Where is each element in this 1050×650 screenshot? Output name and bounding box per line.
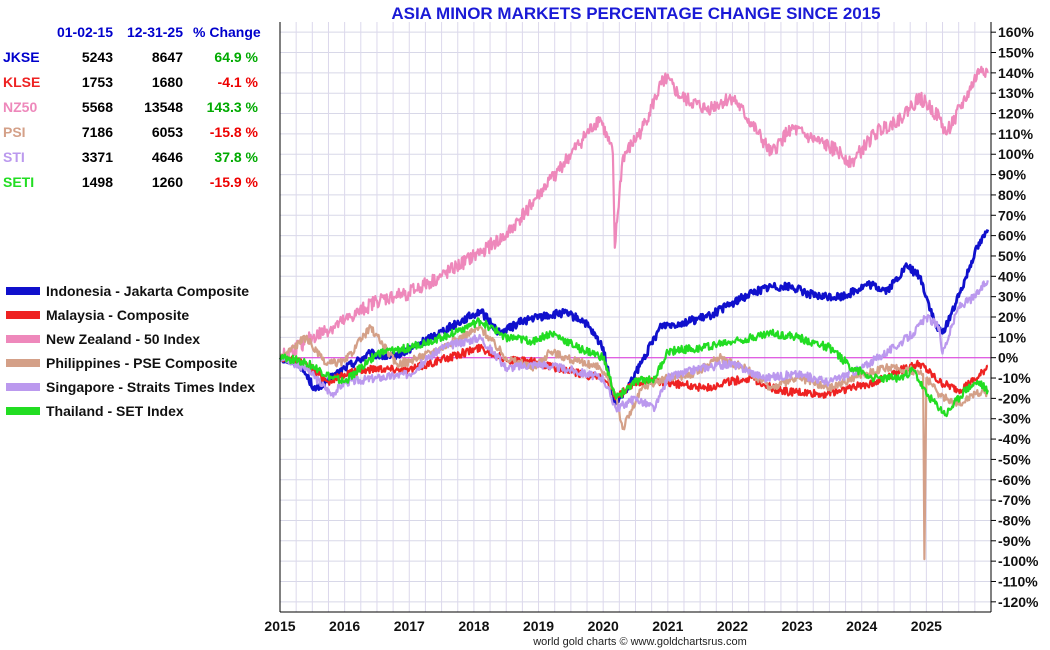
y-tick-label: 10% xyxy=(998,329,1027,345)
legend-swatch xyxy=(6,383,40,391)
row-end-value: 8647 xyxy=(151,49,183,65)
y-tick-label: 70% xyxy=(998,207,1027,223)
legend-label: Malaysia - Composite xyxy=(46,307,190,323)
row-end-value: 1680 xyxy=(151,74,183,90)
x-tick-label: 2024 xyxy=(846,618,877,634)
row-symbol: PSI xyxy=(3,124,26,140)
y-tick-label: 110% xyxy=(998,126,1034,142)
row-start-value: 1498 xyxy=(81,174,113,190)
y-tick-label: 0% xyxy=(998,350,1019,366)
header-percent-change: % Change xyxy=(193,24,261,40)
y-tick-label: -80% xyxy=(998,512,1031,528)
row-start-value: 1753 xyxy=(81,74,113,90)
x-tick-label: 2018 xyxy=(458,618,489,634)
legend-item: New Zealand - 50 Index xyxy=(6,327,255,351)
x-tick-label: 2021 xyxy=(652,618,683,634)
row-percent-change: 143.3 % xyxy=(206,99,258,115)
legend-label: Singapore - Straits Times Index xyxy=(46,379,256,395)
row-percent-change: -4.1 % xyxy=(217,74,258,90)
credit-text: world gold charts © www.goldchartsrus.co… xyxy=(533,636,747,648)
y-tick-label: 20% xyxy=(998,309,1027,325)
legend-swatch xyxy=(6,359,40,367)
legend-item: Philippines - PSE Composite xyxy=(6,351,255,375)
row-symbol: NZ50 xyxy=(3,99,38,115)
x-tick-label: 2025 xyxy=(911,618,942,634)
legend-item: Thailand - SET Index xyxy=(6,399,255,423)
row-percent-change: 37.8 % xyxy=(214,149,258,165)
x-tick-label: 2022 xyxy=(717,618,748,634)
y-tick-label: -40% xyxy=(998,431,1031,447)
row-percent-change: -15.9 % xyxy=(209,174,258,190)
y-tick-label: 30% xyxy=(998,289,1027,305)
legend-swatch xyxy=(6,335,40,343)
legend: Indonesia - Jakarta Composite Malaysia - … xyxy=(6,279,255,423)
row-symbol: JKSE xyxy=(3,49,40,65)
row-symbol: SETI xyxy=(3,174,35,190)
legend-swatch xyxy=(6,287,40,295)
x-tick-label: 2019 xyxy=(523,618,554,634)
legend-item: Singapore - Straits Times Index xyxy=(6,375,255,399)
row-start-value: 5568 xyxy=(81,99,113,115)
y-tick-label: 130% xyxy=(998,85,1034,101)
chart-title: ASIA MINOR MARKETS PERCENTAGE CHANGE SIN… xyxy=(391,4,881,23)
y-tick-label: -120% xyxy=(998,594,1039,610)
x-tick-label: 2023 xyxy=(782,618,813,634)
row-end-value: 4646 xyxy=(151,149,183,165)
legend-label: New Zealand - 50 Index xyxy=(46,331,201,347)
y-tick-label: -90% xyxy=(998,533,1031,549)
y-tick-label: 60% xyxy=(998,228,1027,244)
y-tick-label: -20% xyxy=(998,390,1031,406)
legend-label: Indonesia - Jakarta Composite xyxy=(46,283,250,299)
y-tick-label: -70% xyxy=(998,492,1031,508)
row-percent-change: 64.9 % xyxy=(214,49,258,65)
y-tick-label: 150% xyxy=(998,45,1034,61)
y-tick-label: 100% xyxy=(998,146,1034,162)
row-percent-change: -15.8 % xyxy=(209,124,258,140)
series-line xyxy=(279,65,989,362)
y-tick-label: 40% xyxy=(998,268,1027,284)
y-tick-label: 160% xyxy=(998,24,1034,40)
series-line xyxy=(279,280,989,413)
legend-label: Philippines - PSE Composite xyxy=(46,355,238,371)
x-tick-label: 2020 xyxy=(588,618,619,634)
y-tick-label: -10% xyxy=(998,370,1031,386)
y-tick-label: -30% xyxy=(998,411,1031,427)
header-end-date: 12-31-25 xyxy=(126,24,183,40)
y-tick-label: 80% xyxy=(998,187,1027,203)
legend-item: Malaysia - Composite xyxy=(6,303,255,327)
y-tick-label: -50% xyxy=(998,451,1031,467)
x-tick-label: 2015 xyxy=(264,618,295,634)
y-tick-label: 140% xyxy=(998,65,1034,81)
row-start-value: 3371 xyxy=(81,149,113,165)
legend-swatch xyxy=(6,407,40,415)
y-tick-label: -60% xyxy=(998,472,1031,488)
header-start-date: 01-02-15 xyxy=(56,24,113,40)
y-tick-label: 90% xyxy=(998,167,1027,183)
x-tick-label: 2016 xyxy=(329,618,360,634)
y-tick-label: 120% xyxy=(998,106,1034,122)
row-end-value: 1260 xyxy=(151,174,183,190)
y-tick-label: -100% xyxy=(998,553,1039,569)
y-tick-label: 50% xyxy=(998,248,1027,264)
row-start-value: 5243 xyxy=(81,49,113,65)
x-tick-label: 2017 xyxy=(394,618,425,634)
row-symbol: STI xyxy=(3,149,25,165)
row-end-value: 13548 xyxy=(144,99,183,115)
row-end-value: 6053 xyxy=(151,124,183,140)
legend-label: Thailand - SET Index xyxy=(46,403,184,419)
row-symbol: KLSE xyxy=(3,74,41,90)
legend-item: Indonesia - Jakarta Composite xyxy=(6,279,255,303)
y-tick-label: -110% xyxy=(998,573,1038,589)
row-start-value: 7186 xyxy=(81,124,113,140)
series-line xyxy=(279,317,989,418)
legend-swatch xyxy=(6,311,40,319)
